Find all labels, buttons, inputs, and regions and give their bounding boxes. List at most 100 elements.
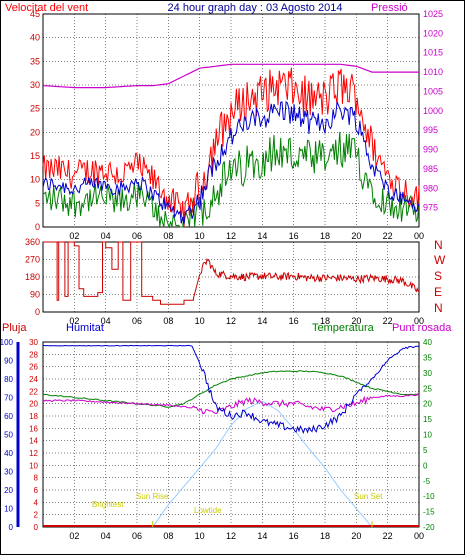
x-tick-label: 08: [163, 531, 173, 541]
humidity-tick: 10: [4, 505, 13, 514]
rain-tick: 14: [29, 437, 38, 446]
direction-axis: 0 90 180 270 360: [25, 237, 40, 317]
wind-speed-tick: 5: [35, 198, 40, 208]
temperature-axis: -20 -15 -10 -5 0 5 10 15 20 25 30 35 40: [423, 338, 435, 532]
wind-speed-label: Velocitat del vent: [5, 2, 88, 14]
x-tick-label: 10: [195, 316, 205, 326]
wind-speed-tick: 15: [30, 151, 40, 161]
x-tick-label: 06: [132, 231, 142, 241]
humidity-tick: 50: [4, 431, 13, 440]
x-tick-label: 22: [383, 531, 393, 541]
x-tick-label: 20: [351, 231, 361, 241]
wind-speed-tick: 30: [30, 80, 40, 90]
x-tick-label: 02: [69, 531, 79, 541]
x-tick-label: 06: [132, 531, 142, 541]
humidity-tick: 90: [4, 357, 13, 366]
x-tick-label: 10: [195, 531, 205, 541]
wind-speed-tick: 10: [30, 175, 40, 185]
x-tick-label: 14: [257, 531, 267, 541]
humidity-axis: 0 10 20 30 40 50 60 70 80 90 100: [0, 338, 20, 532]
wind-speed-tick: 0: [35, 222, 40, 232]
humidity-tick: 0: [9, 523, 14, 532]
wind-min-line: [42, 131, 420, 229]
humidity-tick: 100: [0, 338, 14, 347]
x-tick-label: 04: [101, 316, 111, 326]
direction-label-w: W: [434, 253, 446, 267]
x-tick-label: 16: [289, 316, 299, 326]
pressure-tick: 1020: [423, 28, 443, 38]
x-tick-label: 10: [195, 231, 205, 241]
rain-tick: 12: [29, 449, 38, 458]
pressure-tick: 1005: [423, 86, 443, 96]
rain-tick: 2: [34, 511, 39, 520]
humidity-label: Humitat: [66, 322, 104, 334]
direction-tick: 0: [35, 307, 40, 317]
temperature-tick: 0: [423, 461, 428, 470]
panel2-x-axis: 02 04 06 08 10 12 14 16 18 20 22 00: [69, 316, 424, 326]
rain-tick: 0: [34, 523, 39, 532]
x-tick-label: 16: [289, 231, 299, 241]
x-tick-label: 08: [163, 231, 173, 241]
x-tick-label: 20: [351, 531, 361, 541]
pressure-tick: 990: [423, 145, 438, 155]
x-tick-label: 16: [289, 531, 299, 541]
humidity-tick: 20: [4, 486, 13, 495]
x-tick-label: 12: [226, 531, 236, 541]
wind-speed-tick: 40: [30, 33, 40, 43]
x-tick-label: 12: [226, 231, 236, 241]
chart-title: 24 hour graph day : 03 Agosto 2014: [168, 2, 343, 14]
wind-speed-axis: 0 5 10 15 20 25 30 35 40 45: [30, 9, 40, 232]
wind-speed-tick: 45: [30, 9, 40, 19]
x-tick-label: 00: [414, 531, 424, 541]
x-tick-label: 14: [257, 316, 267, 326]
direction-tick: 270: [25, 255, 40, 265]
temperature-tick: 35: [423, 353, 432, 362]
rain-tick: 16: [29, 424, 38, 433]
humidity-tick: 80: [4, 375, 13, 384]
direction-tick: 90: [30, 290, 40, 300]
rain-label: Pluja: [2, 322, 27, 334]
rain-tick: 28: [29, 350, 38, 359]
lowtide-annotation: Lowtide: [194, 506, 222, 515]
pressure-line: [42, 63, 419, 89]
temperature-tick: 5: [423, 446, 428, 455]
temperature-tick: 25: [423, 384, 432, 393]
rain-tick: 6: [34, 486, 39, 495]
temperature-tick: 10: [423, 431, 432, 440]
temperature-tick: 15: [423, 415, 432, 424]
rain-tick: 18: [29, 412, 38, 421]
x-tick-label: 04: [101, 231, 111, 241]
pressure-tick: 1010: [423, 67, 443, 77]
wind-direction-line: [43, 241, 420, 305]
dewpoint-line: [42, 393, 420, 415]
x-tick-label: 22: [383, 316, 393, 326]
dewpoint-label: Punt rosada: [392, 322, 452, 334]
direction-label-n-top: N: [434, 238, 443, 252]
x-tick-label: 04: [101, 531, 111, 541]
pressure-axis: 975 980 985 990 995 1000 1005 1010 1015 1020 1025: [423, 9, 443, 213]
x-tick-label: 20: [351, 316, 361, 326]
temperature-line: [42, 370, 420, 408]
x-tick-label: 02: [69, 316, 79, 326]
rain-tick: 26: [29, 363, 38, 372]
humidity-tick: 70: [4, 394, 13, 403]
rain-tick: 8: [34, 474, 39, 483]
direction-label-e: E: [434, 285, 442, 299]
pressure-tick: 1000: [423, 106, 443, 116]
temperature-tick: -5: [423, 477, 431, 486]
x-tick-label: 08: [163, 316, 173, 326]
direction-label-n-bottom: N: [434, 301, 443, 315]
pressure-label: Pressió: [371, 2, 408, 14]
humidity-tick: 60: [4, 412, 13, 421]
rain-tick: 22: [29, 387, 38, 396]
solar-radiation-line: [152, 400, 373, 528]
wind-average-line: [42, 100, 420, 225]
brightest-annotation: Brightest: [92, 500, 124, 509]
temperature-tick: 40: [423, 338, 432, 347]
temperature-tick: -20: [423, 523, 435, 532]
pressure-tick: 975: [423, 203, 438, 213]
temperature-tick: -10: [423, 492, 435, 501]
pressure-tick: 985: [423, 164, 438, 174]
sunset-annotation: Sun Set: [354, 492, 383, 501]
